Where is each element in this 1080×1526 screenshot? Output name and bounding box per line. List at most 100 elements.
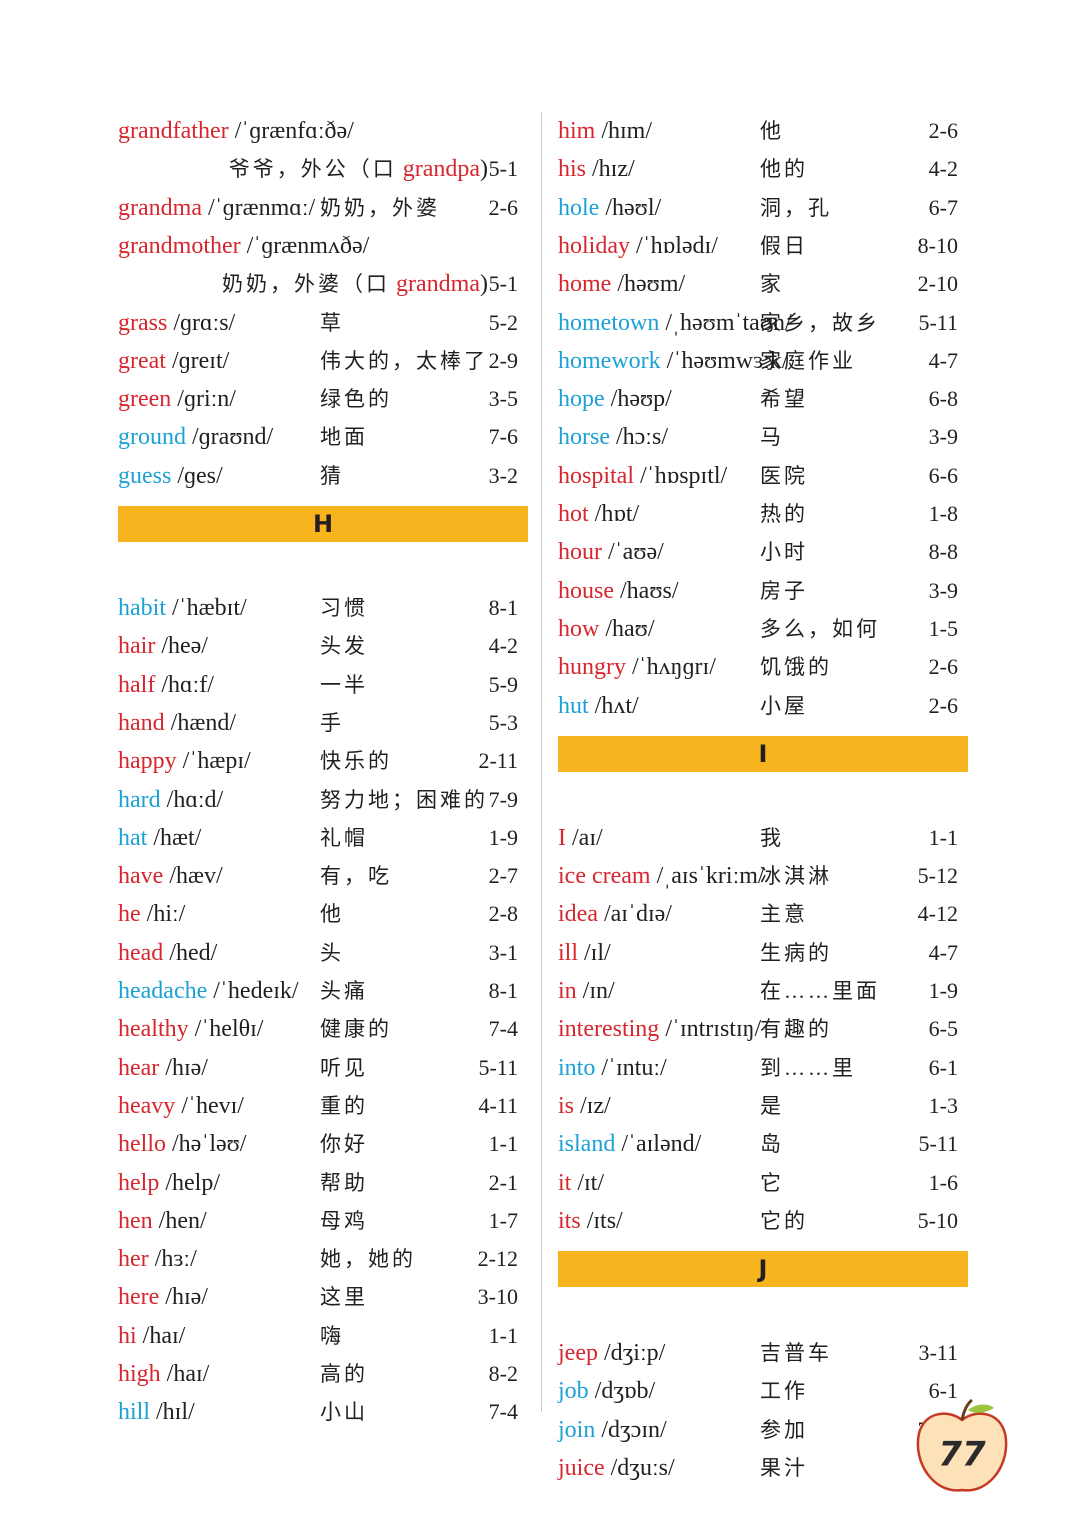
unit-ref: 5-3 [488, 709, 518, 735]
entry: guess/ɡes/猜 3-2 [118, 458, 528, 494]
phonetic: /hɪm/ [601, 118, 653, 144]
word: house [558, 577, 614, 604]
unit-ref: 5-12 [917, 863, 958, 889]
unit-ref: 8-8 [928, 539, 958, 565]
entry: it/ɪt/它 1-6 [558, 1165, 968, 1201]
meaning: 健康的 [320, 1017, 392, 1042]
entry: green/ɡriːn/绿色的 3-5 [118, 381, 528, 417]
meaning: 习惯 [320, 596, 368, 620]
phonetic: /ɪts/ [586, 1207, 623, 1234]
unit-ref: 7-4 [488, 1399, 518, 1425]
word: interesting [558, 1016, 660, 1043]
unit-ref: 1-8 [928, 501, 958, 526]
entry: horse/hɔːs/马 3-9 [558, 419, 968, 455]
phonetic: /ˈɪntuː/ [601, 1054, 667, 1081]
phonetic: /hɪz/ [592, 156, 635, 183]
word: its [558, 1207, 581, 1234]
meaning: 头发 [320, 634, 368, 659]
word: hat [118, 824, 148, 851]
meaning: 小山 [320, 1400, 368, 1425]
apple-leaf [968, 1404, 994, 1413]
meaning: 听见 [320, 1055, 368, 1080]
unit-ref: 2-9 [488, 347, 518, 373]
word: hut [558, 692, 589, 719]
entry: hello/həˈləʊ/你好 1-1 [118, 1126, 528, 1162]
unit-ref: 6-5 [928, 1016, 958, 1042]
page-number: 77 [938, 1435, 986, 1475]
meaning: 一半 [320, 672, 368, 697]
unit-ref: 3-2 [488, 462, 518, 488]
word: help [118, 1169, 160, 1196]
meaning: 快乐的 [320, 749, 392, 774]
unit-ref: 6-8 [928, 386, 958, 412]
phonetic: /ˈhelθɪ/ [194, 1016, 264, 1043]
unit-ref: 4-7 [928, 347, 958, 373]
word: ill [558, 939, 579, 966]
meaning: 假日 [760, 233, 808, 258]
word: grandfather [118, 118, 229, 144]
phonetic: /dʒɔɪn/ [601, 1416, 667, 1443]
meaning: 马 [760, 425, 784, 450]
entry: hen/hen/母鸡 1-7 [118, 1203, 528, 1239]
phonetic: /ɪn/ [582, 978, 615, 1004]
unit-ref: 2-6 [488, 194, 518, 220]
phonetic: /hed/ [169, 939, 218, 966]
phonetic: /hɜː/ [154, 1246, 197, 1273]
word: hair [118, 633, 156, 660]
left-column: grandfather/ˈɡrænfɑːðə/爷爷，外公（口 grandpa) 5-… [118, 0, 528, 1526]
unit-ref: 1-1 [488, 1131, 518, 1157]
unit-ref: 1-3 [928, 1092, 958, 1118]
word: horse [558, 424, 610, 451]
unit-ref: 4-7 [928, 939, 958, 965]
phonetic: /ˈhəʊmwɜːk/ [666, 347, 789, 374]
phonetic: /heə/ [161, 633, 208, 660]
meaning: 母鸡 [320, 1208, 368, 1233]
entry: head/hed/头 3-1 [118, 935, 528, 971]
meaning: 多么，如何 [760, 616, 880, 641]
entry: he/hiː/他 2-8 [118, 896, 528, 932]
word: grandma [118, 194, 202, 221]
phonetic: /ˈaɪlənd/ [621, 1131, 702, 1158]
meaning: 手 [320, 710, 344, 735]
unit-ref: 3-11 [918, 1340, 958, 1366]
word: hope [558, 386, 605, 413]
meaning: 猜 [320, 463, 344, 488]
unit-ref: 3-1 [488, 939, 518, 965]
meaning: 到……里 [760, 1055, 856, 1080]
word: headache [118, 978, 208, 1004]
meaning: 果汁 [760, 1456, 808, 1480]
word: hello [118, 1131, 166, 1158]
unit-ref: 1-9 [488, 824, 518, 850]
entry: happy/ˈhæpɪ/快乐的 2-11 [118, 743, 528, 779]
entry: house/haʊs/房子 3-9 [558, 573, 968, 609]
entry: him/hɪm/他 2-6 [558, 113, 968, 149]
entry: hole/həʊl/洞，孔 6-7 [558, 190, 968, 226]
section-header: H [118, 506, 528, 542]
entry: hear/hɪə/听见 5-11 [118, 1050, 528, 1086]
word: his [558, 156, 587, 183]
phonetic: /haɪ/ [142, 1322, 186, 1349]
entry: here/hɪə/这里 3-10 [118, 1279, 528, 1315]
unit-ref: 1-6 [928, 1169, 958, 1195]
word: how [558, 615, 600, 642]
entry: hi/haɪ/嗨 1-1 [118, 1318, 528, 1354]
phonetic: /haʊ/ [605, 615, 655, 642]
phonetic: /ˈɡrænmɑː/ [207, 194, 316, 221]
unit-ref: 5-1 [488, 271, 518, 297]
word: heavy [118, 1092, 176, 1119]
meaning: 草 [320, 310, 344, 335]
unit-ref: 1-9 [928, 978, 958, 1003]
word: hi [118, 1322, 137, 1349]
phonetic: /haɪ/ [166, 1361, 210, 1387]
word: it [558, 1169, 572, 1196]
phonetic: /dʒuːs/ [610, 1455, 675, 1481]
meaning: 有趣的 [760, 1017, 832, 1042]
word: guess [118, 462, 172, 489]
meaning: 高的 [320, 1362, 368, 1386]
unit-ref: 4-2 [928, 156, 958, 182]
meaning: 绿色的 [320, 387, 392, 412]
entry: hometown/ˌhəʊmˈtaʊn/家乡，故乡 5-11 [558, 305, 968, 341]
word: is [558, 1092, 575, 1119]
word: green [118, 386, 172, 413]
phonetic: /həʊl/ [605, 194, 662, 221]
